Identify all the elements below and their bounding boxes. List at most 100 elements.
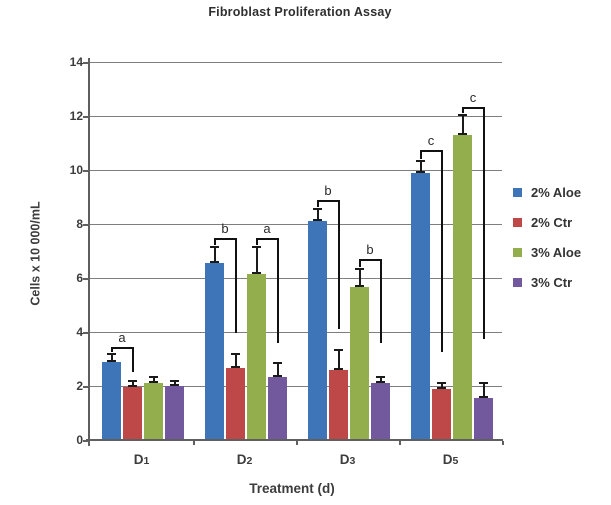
y-tick-label: 10	[69, 163, 83, 177]
bar	[144, 383, 163, 440]
bar	[411, 172, 430, 440]
significance-bracket	[461, 106, 464, 113]
bracket-label: a	[263, 220, 271, 236]
bracket-label: b	[221, 220, 229, 236]
x-category-label: D5	[442, 452, 459, 467]
y-axis-tick	[83, 170, 89, 172]
y-tick-label: 12	[69, 109, 83, 123]
legend-item: 2% Aloe	[513, 185, 581, 200]
significance-bracket	[379, 259, 382, 343]
bracket-label: c	[427, 132, 435, 148]
bar	[474, 398, 493, 440]
error-bar-cap	[107, 359, 116, 362]
error-bar-cap	[458, 113, 467, 116]
y-axis-tick	[83, 116, 89, 118]
y-tick-label: 4	[76, 325, 83, 339]
error-bar-line	[173, 380, 176, 386]
significance-bracket	[419, 149, 422, 159]
bar	[268, 376, 287, 440]
legend-swatch	[513, 247, 522, 257]
significance-bracket	[110, 346, 113, 352]
error-bar-line	[419, 160, 422, 173]
bar	[432, 388, 451, 440]
error-bar-line	[110, 353, 113, 362]
x-axis-line	[86, 439, 503, 441]
bar	[102, 361, 121, 440]
y-tick-label: 2	[76, 379, 83, 393]
error-bar-cap	[210, 261, 219, 264]
significance-bracket	[337, 199, 340, 330]
y-axis-line	[88, 58, 90, 446]
error-bar-line	[152, 376, 155, 384]
error-bar-cap	[416, 159, 425, 162]
legend-swatch	[513, 277, 522, 287]
significance-bracket	[419, 149, 443, 152]
gridline	[90, 332, 502, 333]
error-bar-line	[440, 383, 443, 389]
legend-swatch	[513, 187, 522, 197]
error-bar-line	[276, 363, 279, 377]
x-axis-tick	[502, 441, 504, 445]
x-category-label: D3	[339, 452, 356, 467]
significance-bracket	[276, 237, 279, 343]
significance-bracket	[255, 237, 279, 240]
error-bar-line	[337, 349, 340, 370]
bar	[453, 134, 472, 440]
significance-bracket	[213, 237, 216, 245]
legend-label: 2% Ctr	[531, 214, 573, 230]
bracket-label: c	[469, 89, 477, 105]
legend-item: 2% Ctr	[513, 214, 573, 230]
bracket-label: b	[366, 242, 374, 258]
error-bar-cap	[231, 366, 240, 369]
error-bar-line	[234, 353, 237, 369]
x-axis-tick	[193, 441, 195, 445]
x-category-label: D1	[133, 452, 150, 467]
bar	[165, 386, 184, 440]
x-axis-title: Treatment (d)	[249, 481, 335, 496]
x-category-label: D2	[236, 452, 253, 467]
bar	[247, 273, 266, 440]
bar	[371, 383, 390, 440]
error-bar-cap	[313, 208, 322, 211]
significance-bracket	[213, 237, 237, 240]
y-axis-tick	[83, 62, 89, 64]
error-bar-cap	[273, 374, 282, 377]
error-bar-cap	[355, 267, 364, 270]
significance-bracket	[440, 149, 443, 353]
error-bar-cap	[149, 381, 158, 384]
error-bar-line	[461, 114, 464, 135]
error-bar-cap	[210, 245, 219, 248]
significance-bracket	[482, 106, 485, 339]
bracket-label: b	[324, 182, 332, 198]
error-bar-cap	[376, 375, 385, 378]
bar	[329, 369, 348, 440]
gridline	[90, 170, 502, 171]
error-bar-cap	[334, 367, 343, 370]
error-bar-cap	[128, 385, 137, 388]
error-bar-cap	[252, 271, 261, 274]
error-bar-line	[131, 380, 134, 388]
gridline	[90, 62, 502, 63]
error-bar-cap	[437, 382, 446, 385]
error-bar-cap	[313, 219, 322, 222]
bar	[226, 368, 245, 440]
legend-item: 3% Aloe	[513, 244, 582, 260]
bar	[308, 221, 327, 440]
error-bar-cap	[252, 245, 261, 248]
error-bar-cap	[479, 396, 488, 399]
error-bar-cap	[416, 170, 425, 173]
bar	[350, 287, 369, 440]
error-bar-line	[482, 383, 485, 399]
y-axis-tick	[83, 332, 89, 334]
error-bar-line	[379, 376, 382, 384]
y-tick-label: 14	[69, 55, 83, 69]
x-axis-tick	[399, 441, 401, 445]
significance-bracket	[316, 199, 319, 208]
legend-label: 3% Aloe	[531, 244, 582, 260]
error-bar-cap	[334, 348, 343, 351]
error-bar-cap	[128, 379, 137, 382]
legend-label: 3% Ctr	[531, 274, 573, 290]
error-bar-cap	[107, 352, 116, 355]
